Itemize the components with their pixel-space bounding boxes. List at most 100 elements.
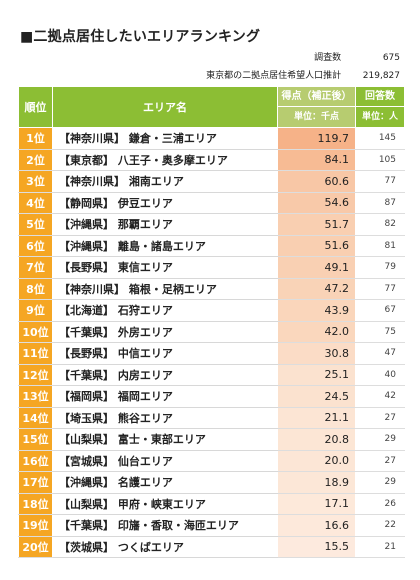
- area-cell: 【埼玉県】 熊谷エリア: [52, 406, 278, 429]
- score-cell: 51.7: [277, 213, 356, 236]
- rank-cell: 15位: [18, 428, 53, 451]
- table-row: 2位 【東京都】 八王子・奥多摩エリア 84.1 105: [18, 148, 405, 171]
- table-header: 順位 エリア名 得点（補正後） 単位：千点 回答数 単位：人: [18, 86, 405, 128]
- answers-cell: 87: [355, 191, 405, 214]
- rank-cell: 9位: [18, 299, 53, 322]
- survey-count-value: 675: [382, 53, 400, 63]
- score-cell: 43.9: [277, 299, 356, 322]
- rank-cell: 4位: [18, 191, 53, 214]
- table-row: 9位 【北海道】 石狩エリア 43.9 67: [18, 299, 405, 322]
- score-cell: 21.1: [277, 406, 356, 429]
- rank-cell: 7位: [18, 256, 53, 279]
- area-cell: 【東京都】 八王子・奥多摩エリア: [52, 148, 278, 171]
- score-cell: 30.8: [277, 342, 356, 365]
- table-row: 12位 【千葉県】 内房エリア 25.1 40: [18, 363, 405, 386]
- rank-cell: 16位: [18, 449, 53, 472]
- score-header-unit: 単位：千点: [293, 111, 339, 122]
- area-cell: 【千葉県】 外房エリア: [52, 320, 278, 343]
- rank-header: 順位: [18, 86, 53, 128]
- score-cell: 24.5: [277, 385, 356, 408]
- rank-cell: 1位: [18, 127, 53, 150]
- score-cell: 119.7: [277, 127, 356, 150]
- area-cell: 【長野県】 中信エリア: [52, 342, 278, 365]
- score-cell: 20.8: [277, 428, 356, 451]
- score-cell: 47.2: [277, 277, 356, 300]
- area-cell: 【沖縄県】 那覇エリア: [52, 213, 278, 236]
- rank-cell: 12位: [18, 363, 53, 386]
- area-header: エリア名: [52, 86, 278, 128]
- table-row: 5位 【沖縄県】 那覇エリア 51.7 82: [18, 213, 405, 236]
- population-estimate: 東京都の二拠点居住希望人口推計 219,827: [206, 68, 400, 81]
- score-header: 得点（補正後） 単位：千点: [277, 86, 356, 128]
- answers-cell: 79: [355, 256, 405, 279]
- population-estimate-label: 東京都の二拠点居住希望人口推計: [206, 71, 342, 81]
- rank-cell: 10位: [18, 320, 53, 343]
- area-cell: 【山梨県】 富士・東部エリア: [52, 428, 278, 451]
- area-cell: 【茨城県】 つくばエリア: [52, 535, 278, 558]
- score-cell: 42.0: [277, 320, 356, 343]
- score-cell: 60.6: [277, 170, 356, 193]
- answers-cell: 40: [355, 363, 405, 386]
- rank-cell: 19位: [18, 514, 53, 537]
- area-cell: 【神奈川県】 鎌倉・三浦エリア: [52, 127, 278, 150]
- rank-cell: 5位: [18, 213, 53, 236]
- area-cell: 【北海道】 石狩エリア: [52, 299, 278, 322]
- answers-cell: 21: [355, 535, 405, 558]
- rank-cell: 13位: [18, 385, 53, 408]
- table-row: 14位 【埼玉県】 熊谷エリア 21.1 27: [18, 406, 405, 429]
- score-cell: 20.0: [277, 449, 356, 472]
- rank-cell: 3位: [18, 170, 53, 193]
- score-cell: 18.9: [277, 471, 356, 494]
- area-cell: 【山梨県】 甲府・峡東エリア: [52, 492, 278, 515]
- answers-cell: 77: [355, 170, 405, 193]
- table-row: 3位 【神奈川県】 湘南エリア 60.6 77: [18, 170, 405, 193]
- table-row: 13位 【福岡県】 福岡エリア 24.5 42: [18, 385, 405, 408]
- area-cell: 【神奈川県】 箱根・足柄エリア: [52, 277, 278, 300]
- answers-header: 回答数 単位：人: [355, 86, 405, 128]
- rank-cell: 20位: [18, 535, 53, 558]
- rank-cell: 2位: [18, 148, 53, 171]
- score-cell: 54.6: [277, 191, 356, 214]
- area-cell: 【千葉県】 印旛・香取・海匝エリア: [52, 514, 278, 537]
- answers-cell: 26: [355, 492, 405, 515]
- survey-count-label: 調査数: [314, 53, 342, 63]
- rank-cell: 17位: [18, 471, 53, 494]
- population-estimate-value: 219,827: [362, 71, 400, 81]
- answers-cell: 105: [355, 148, 405, 171]
- rank-cell: 18位: [18, 492, 53, 515]
- area-cell: 【宮城県】 仙台エリア: [52, 449, 278, 472]
- table-row: 18位 【山梨県】 甲府・峡東エリア 17.1 26: [18, 492, 405, 515]
- answers-cell: 22: [355, 514, 405, 537]
- answers-cell: 82: [355, 213, 405, 236]
- answers-cell: 75: [355, 320, 405, 343]
- page-title: ■二拠点居住したいエリアランキング: [20, 29, 261, 45]
- score-cell: 16.6: [277, 514, 356, 537]
- answers-cell: 145: [355, 127, 405, 150]
- table-row: 15位 【山梨県】 富士・東部エリア 20.8 29: [18, 428, 405, 451]
- answers-cell: 81: [355, 234, 405, 257]
- table-row: 6位 【沖縄県】 離島・諸島エリア 51.6 81: [18, 234, 405, 257]
- area-cell: 【沖縄県】 名護エリア: [52, 471, 278, 494]
- score-cell: 17.1: [277, 492, 356, 515]
- rank-cell: 8位: [18, 277, 53, 300]
- score-cell: 25.1: [277, 363, 356, 386]
- table-row: 16位 【宮城県】 仙台エリア 20.0 27: [18, 449, 405, 472]
- area-cell: 【福岡県】 福岡エリア: [52, 385, 278, 408]
- score-header-title: 得点（補正後）: [278, 88, 355, 107]
- area-cell: 【千葉県】 内房エリア: [52, 363, 278, 386]
- area-cell: 【沖縄県】 離島・諸島エリア: [52, 234, 278, 257]
- table-row: 7位 【長野県】 東信エリア 49.1 79: [18, 256, 405, 279]
- table-row: 11位 【長野県】 中信エリア 30.8 47: [18, 342, 405, 365]
- answers-cell: 47: [355, 342, 405, 365]
- answers-cell: 27: [355, 449, 405, 472]
- rank-cell: 11位: [18, 342, 53, 365]
- answers-header-unit: 単位：人: [361, 111, 398, 122]
- score-cell: 15.5: [277, 535, 356, 558]
- answers-cell: 29: [355, 428, 405, 451]
- table-row: 10位 【千葉県】 外房エリア 42.0 75: [18, 320, 405, 343]
- score-cell: 49.1: [277, 256, 356, 279]
- table-row: 20位 【茨城県】 つくばエリア 15.5 21: [18, 535, 405, 558]
- table-row: 17位 【沖縄県】 名護エリア 18.9 29: [18, 471, 405, 494]
- answers-cell: 77: [355, 277, 405, 300]
